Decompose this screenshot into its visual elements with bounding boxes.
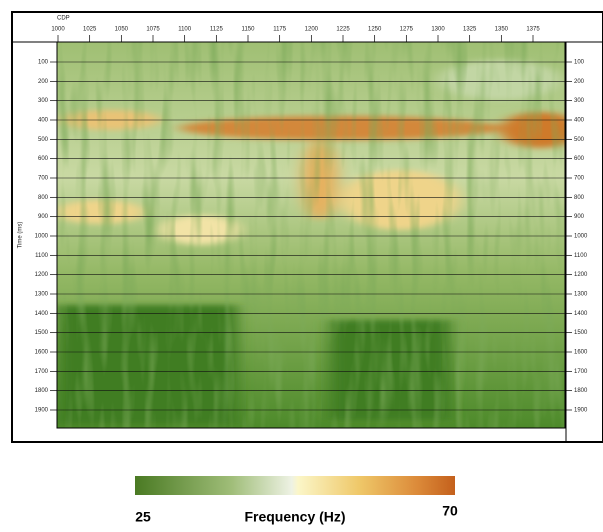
y-tick-label-left: 1100 — [35, 253, 49, 259]
y-tick-label-right: 1200 — [574, 272, 588, 278]
y-tick-label-right: 1100 — [574, 253, 588, 259]
x-tick-label: 1050 — [115, 27, 129, 33]
frequency-section — [57, 42, 565, 428]
x-tick-label: 1175 — [273, 27, 287, 33]
x-tick-label: 1300 — [431, 27, 445, 33]
y-tick-label-left: 1300 — [35, 292, 49, 298]
colorbar-min: 25 — [135, 509, 151, 525]
y-tick-label-left: 1500 — [35, 330, 49, 336]
x-tick-label: 1150 — [242, 27, 256, 33]
y-tick-label-right: 1600 — [574, 350, 588, 356]
y-tick-label-left: 1700 — [35, 369, 49, 375]
y-tick-label-left: 1900 — [35, 408, 49, 414]
y-tick-label-left: 500 — [38, 137, 49, 143]
x-axis-title: CDP — [57, 16, 70, 22]
y-axis-title: Time (ms) — [18, 222, 24, 249]
x-tick-label: 1125 — [210, 27, 224, 33]
y-tick-label-right: 1800 — [574, 388, 588, 394]
y-tick-label-left: 900 — [38, 214, 49, 220]
y-tick-label-left: 1200 — [35, 272, 49, 278]
y-tick-label-right: 1300 — [574, 292, 588, 298]
x-tick-label: 1325 — [463, 27, 477, 33]
x-tick-label: 1025 — [83, 27, 97, 33]
y-tick-label-right: 400 — [574, 118, 585, 124]
y-tick-label-left: 100 — [38, 60, 49, 66]
y-tick-label-right: 1400 — [574, 311, 588, 317]
x-tick-label: 1275 — [400, 27, 414, 33]
y-tick-label-left: 1000 — [35, 234, 49, 240]
y-tick-label-right: 100 — [574, 60, 585, 66]
x-tick-label: 1350 — [495, 27, 509, 33]
x-tick-label: 1225 — [336, 27, 350, 33]
y-tick-label-left: 700 — [38, 176, 49, 182]
y-tick-label-right: 500 — [574, 137, 585, 143]
y-tick-label-right: 300 — [574, 98, 585, 104]
x-tick-label: 1100 — [178, 27, 192, 33]
y-tick-label-left: 1800 — [35, 388, 49, 394]
y-tick-label-left: 1600 — [35, 350, 49, 356]
colorbar — [135, 476, 455, 495]
x-tick-label: 1375 — [526, 27, 540, 33]
y-tick-label-left: 300 — [38, 98, 49, 104]
y-tick-label-right: 900 — [574, 214, 585, 220]
y-tick-label-left: 800 — [38, 195, 49, 201]
y-tick-label-right: 1700 — [574, 369, 588, 375]
y-tick-label-right: 1900 — [574, 408, 588, 414]
y-tick-label-left: 1400 — [35, 311, 49, 317]
y-tick-label-right: 800 — [574, 195, 585, 201]
y-tick-label-right: 1000 — [574, 234, 588, 240]
y-tick-label-left: 600 — [38, 156, 49, 162]
colorbar-title: Frequency (Hz) — [244, 509, 345, 525]
colorbar-max: 70 — [442, 503, 458, 519]
y-tick-label-right: 200 — [574, 79, 585, 85]
x-tick-label: 1200 — [305, 27, 319, 33]
x-tick-label: 1075 — [146, 27, 160, 33]
y-tick-label-right: 700 — [574, 176, 585, 182]
x-tick-label: 1000 — [51, 27, 65, 33]
y-tick-label-left: 400 — [38, 118, 49, 124]
y-tick-label-right: 1500 — [574, 330, 588, 336]
y-tick-label-left: 200 — [38, 79, 49, 85]
x-tick-label: 1250 — [368, 27, 382, 33]
y-tick-label-right: 600 — [574, 156, 585, 162]
